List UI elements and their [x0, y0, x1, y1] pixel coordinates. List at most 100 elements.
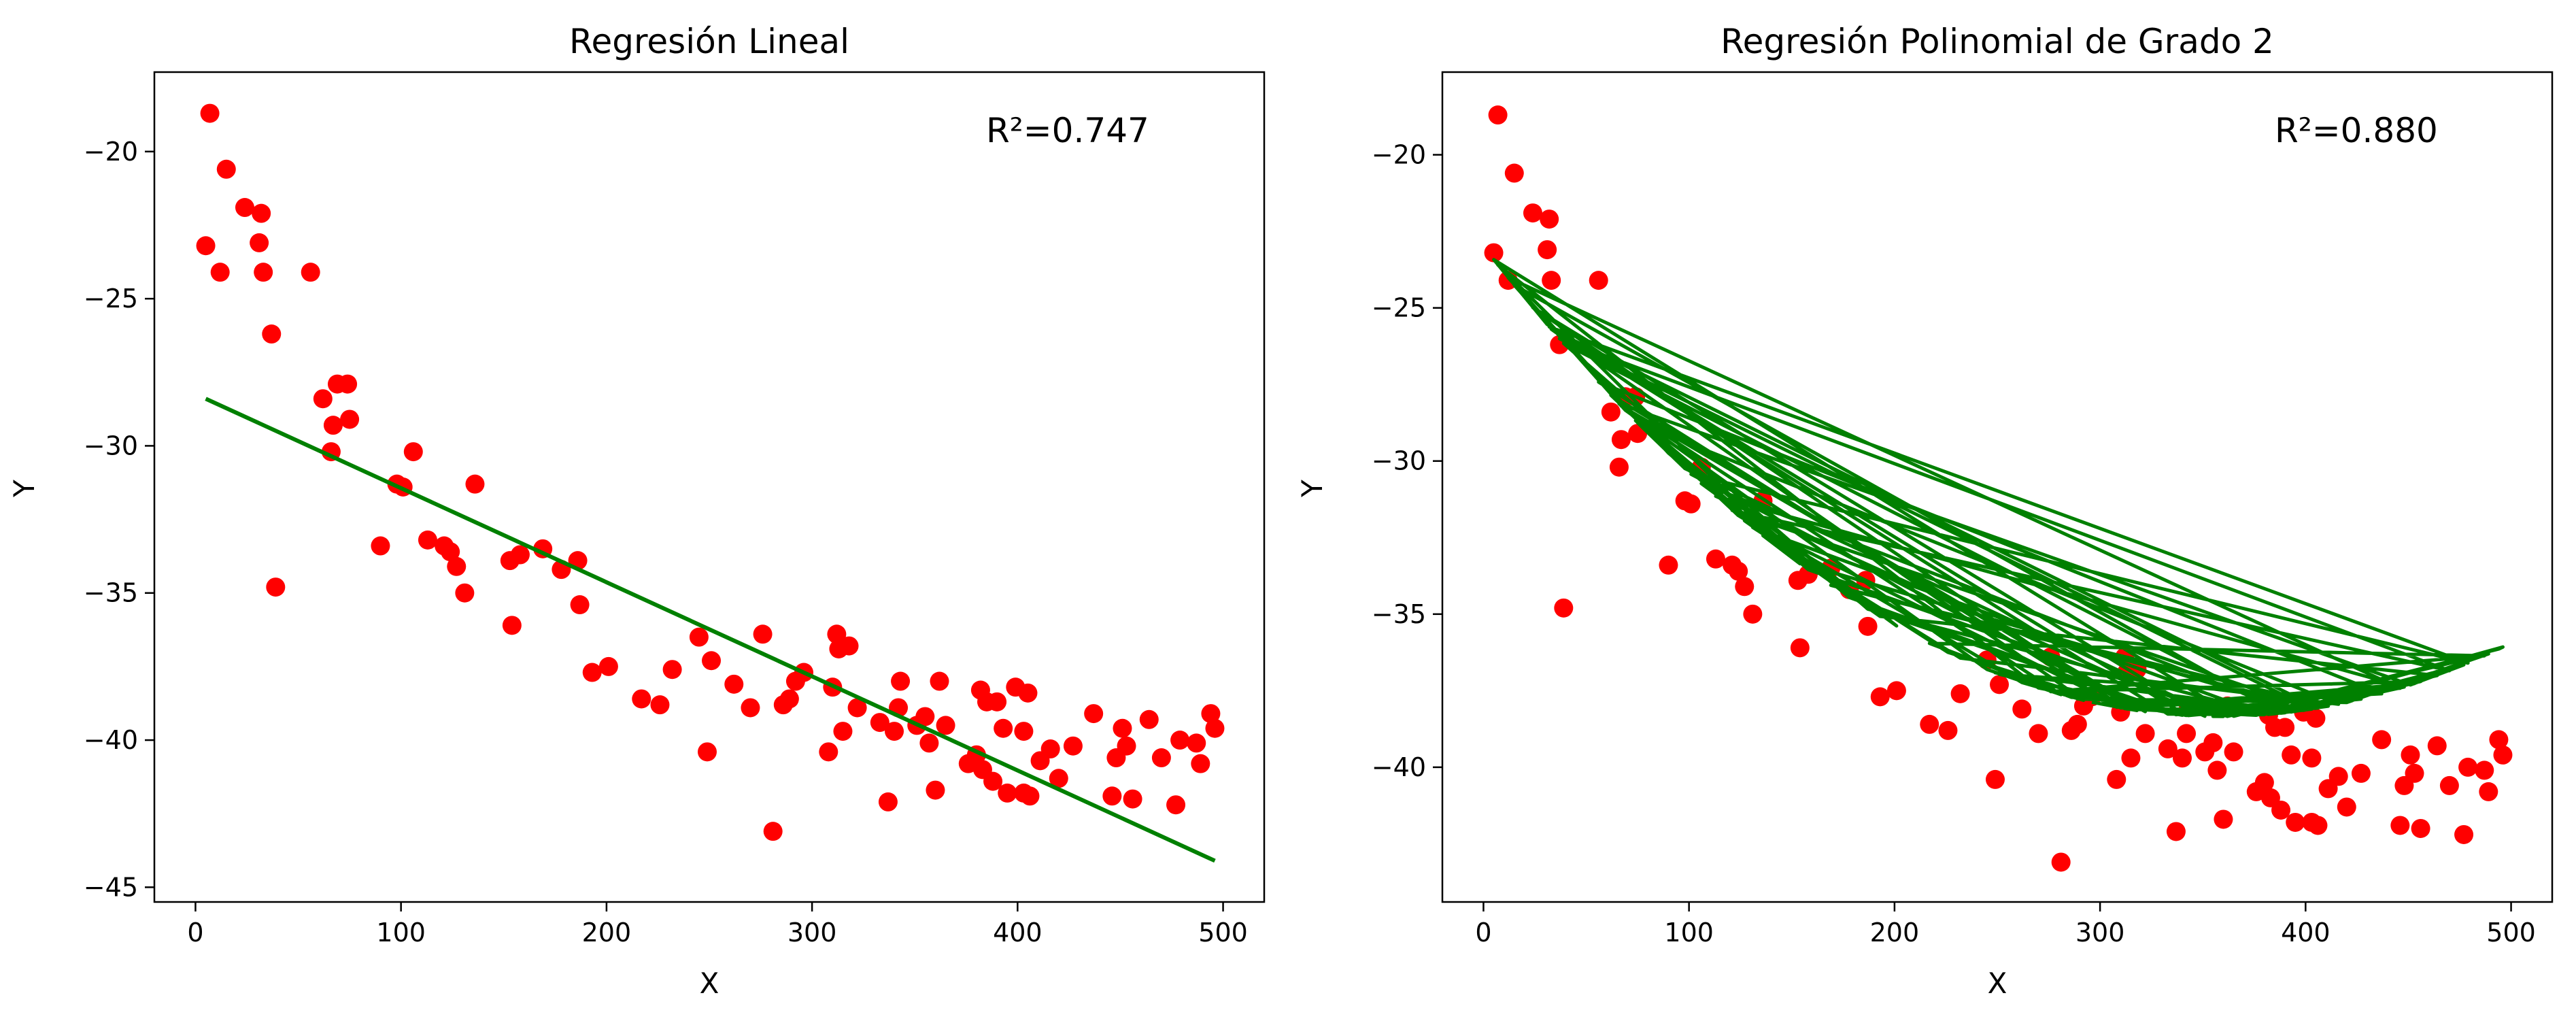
data-point [2214, 809, 2233, 829]
x-tick-label: 500 [2486, 918, 2536, 948]
data-point [1540, 210, 1559, 229]
chart-polynomial: Regresión Polinomial de Grado 2 0 100 200 3… [1295, 22, 2554, 1000]
data-point [885, 722, 904, 741]
data-point [455, 583, 475, 603]
data-point [2328, 767, 2348, 786]
data-point [2489, 730, 2509, 750]
data-point [1113, 718, 1132, 738]
data-point [200, 103, 220, 123]
data-point [2177, 724, 2197, 743]
data-point [250, 233, 269, 252]
data-point [1985, 769, 2005, 789]
x-tick-label: 200 [1870, 918, 1920, 948]
x-tick-label: 200 [582, 918, 632, 948]
x-tick-label: 400 [2281, 918, 2331, 948]
data-point [1729, 561, 1748, 581]
data-point [1706, 549, 1725, 569]
data-point [819, 742, 838, 762]
data-point [2439, 775, 2459, 795]
chart-title: Regresión Polinomial de Grado 2 [1721, 22, 2274, 61]
data-point [1681, 494, 1701, 514]
data-point [210, 263, 230, 282]
y-axis-ticks: −40 −35 −30 −25 −20 [1372, 140, 1442, 782]
fit-line [205, 397, 1216, 863]
data-point [1020, 786, 1040, 806]
data-point [650, 695, 670, 715]
data-point [1151, 748, 1171, 768]
x-axis-ticks: 0 100 200 300 400 500 [1475, 902, 2536, 948]
data-point [2254, 773, 2274, 792]
data-point [1191, 754, 1210, 773]
data-point [1049, 769, 1068, 788]
data-point [252, 203, 271, 223]
data-point [2401, 745, 2420, 765]
data-point [403, 442, 423, 462]
data-point [1484, 243, 1504, 263]
data-point [418, 530, 437, 550]
data-point [1523, 203, 1542, 223]
data-point [2405, 763, 2424, 783]
data-point [891, 671, 911, 691]
y-axis-label: Y [1295, 480, 1329, 498]
data-point [1920, 714, 1939, 734]
data-point [1938, 720, 1958, 740]
data-point [915, 707, 935, 726]
data-point [2351, 763, 2371, 783]
data-point [2454, 824, 2474, 844]
data-point [741, 698, 760, 718]
data-point [833, 722, 853, 741]
data-point [465, 474, 485, 494]
data-point [2282, 745, 2301, 765]
scatter-points [196, 103, 1225, 841]
data-point [2203, 733, 2223, 752]
data-point [2479, 782, 2498, 801]
data-point [2224, 742, 2243, 762]
fit-curve [1492, 258, 2505, 718]
data-point [987, 692, 1007, 712]
data-point [1014, 722, 1034, 741]
data-point [1187, 733, 1206, 753]
data-point [196, 236, 216, 256]
data-point [1858, 616, 1878, 636]
data-point [1170, 731, 1190, 750]
data-point [2135, 724, 2155, 743]
data-point [1790, 638, 1810, 658]
data-point [1589, 271, 1608, 290]
y-tick-label: −40 [1372, 752, 1426, 782]
data-point [1554, 598, 1574, 618]
x-tick-label: 100 [1664, 918, 1714, 948]
data-point [1201, 704, 1221, 724]
data-point [1139, 709, 1159, 729]
data-point [662, 660, 682, 680]
data-point [753, 624, 773, 644]
data-point [870, 713, 889, 733]
y-tick-label: −25 [84, 284, 138, 314]
data-point [1542, 271, 1561, 290]
x-axis-ticks: 0 100 200 300 400 500 [187, 902, 1248, 948]
y-tick-label: −30 [1372, 446, 1426, 476]
chart-linear: Regresión Lineal 0 100 200 300 400 500 −45 −40… [7, 22, 1266, 1000]
x-tick-label: 100 [376, 918, 426, 948]
data-point [2427, 736, 2447, 756]
data-point [2271, 800, 2291, 820]
data-point [2275, 718, 2295, 737]
data-point [2390, 816, 2410, 835]
data-point [2493, 745, 2513, 765]
data-point [570, 595, 590, 615]
x-axis-label: X [1988, 967, 2007, 1000]
plot-area [153, 71, 1266, 903]
data-point [502, 616, 522, 635]
data-point [878, 792, 898, 811]
data-point [1886, 681, 1906, 701]
data-point [702, 651, 722, 671]
data-point [930, 671, 949, 691]
data-point [983, 771, 1003, 791]
y-tick-label: −45 [84, 872, 138, 902]
data-point [779, 689, 799, 709]
data-point [2475, 760, 2494, 780]
data-point [919, 733, 939, 753]
data-point [371, 536, 390, 556]
x-tick-label: 300 [2075, 918, 2125, 948]
data-point [216, 159, 236, 179]
data-point [1040, 739, 1060, 759]
